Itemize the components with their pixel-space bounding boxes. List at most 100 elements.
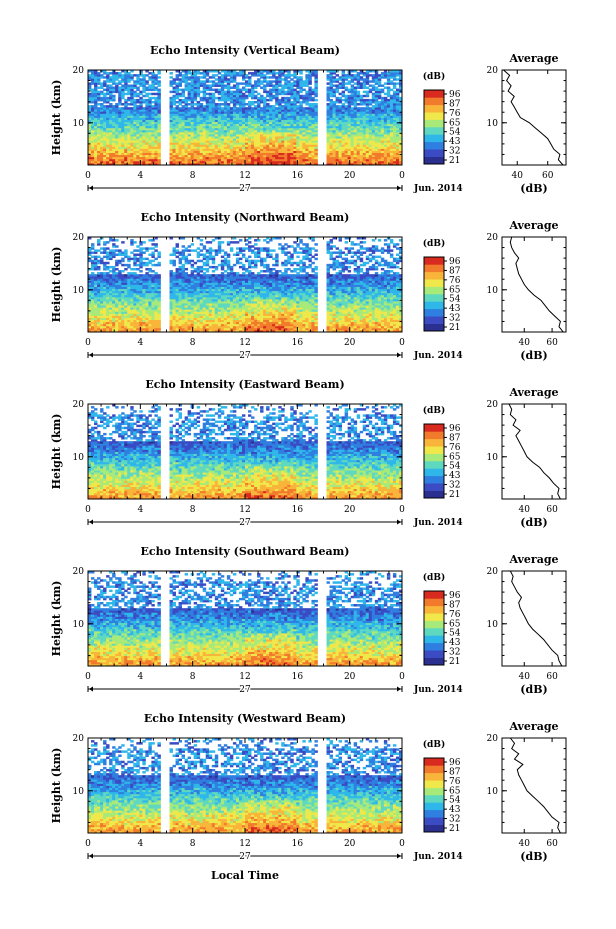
colorbar-swatch [424,461,444,469]
profile-line [508,403,561,500]
y-tick-label: 10 [73,286,85,296]
y-tick-label: 10 [73,620,85,630]
colorbar-tick-label: 76 [449,276,461,286]
y-tick-label: 10 [73,119,85,129]
day-label: 27 [239,852,251,862]
profile-title: Average [508,720,558,733]
x-tick-label: 8 [190,672,196,682]
colorbar-tick-label: 76 [449,777,461,787]
colorbar-swatch [424,308,444,317]
colorbar-swatch [424,271,444,280]
profile-frame [501,403,567,500]
colorbar-tick-label: 87 [449,433,461,443]
profile-y-tick-label: 10 [487,620,499,630]
colorbar-tick-label: 54 [449,629,461,639]
profile-y-tick-label: 10 [487,286,499,296]
colorbar-swatch [424,286,444,295]
x-tick-label: 4 [137,171,143,181]
colorbar-tick-label: 54 [449,128,461,138]
colorbar-tick-label: 43 [449,805,461,815]
colorbar-tick-label: 87 [449,600,461,610]
x-tick-label: 4 [137,839,143,849]
profile-line [509,570,563,667]
x-tick-label: 12 [239,505,250,515]
profile-frame [501,737,567,834]
profile-frame [501,570,567,667]
x-axis-label: Local Time [211,869,279,882]
colorbar-tick-label: 65 [449,619,461,629]
profile-x-label: (dB) [520,349,547,362]
day-label: 27 [239,351,251,361]
panel-title: Echo Intensity (Eastward Beam) [145,378,344,391]
colorbar-swatch [424,257,444,265]
heatmap-cells [88,237,403,333]
x-tick-label: 8 [190,338,196,348]
y-tick-label: 10 [73,787,85,797]
x-tick-label: 20 [344,672,356,682]
colorbar-unit: (dB) [423,71,445,82]
profile-line [509,737,561,834]
profile-x-label: (dB) [520,683,547,696]
x-tick-label: 4 [137,672,143,682]
colorbar-tick-label: 76 [449,610,461,620]
day-bar-arrow-right [397,519,401,525]
day-label: 27 [239,685,251,695]
colorbar-tick-label: 96 [449,758,461,768]
colorbar-tick-label: 32 [449,481,460,491]
colorbar-tick-label: 21 [449,490,460,500]
colorbar-tick-label: 87 [449,266,461,276]
colorbar-frame [423,89,445,165]
y-axis-label: Height (km) [50,414,63,490]
y-axis-label: Height (km) [50,581,63,657]
x-tick-label: 20 [344,839,356,849]
colorbar-swatch [424,605,444,614]
y-tick-label: 20 [73,567,85,577]
heatmap-cells [88,571,403,667]
colorbar-swatch [424,316,444,324]
colorbar-tick-label: 21 [449,323,460,333]
x-tick-label: 16 [292,171,304,181]
profile-frame [501,236,567,333]
x-tick-label: 16 [292,338,304,348]
colorbar-unit: (dB) [423,739,445,750]
x-tick-label: 12 [239,672,250,682]
colorbar-swatch [424,424,444,432]
x-tick-label: 8 [190,171,196,181]
colorbar-swatch [424,657,444,666]
profile-y-tick-label: 10 [487,119,499,129]
colorbar-tick-label: 43 [449,471,461,481]
colorbar-swatch [424,635,444,644]
colorbar-swatch [424,817,444,825]
month-label: Jun. 2014 [413,184,463,194]
x-tick-label: 16 [292,505,304,515]
colorbar-swatch [424,475,444,484]
colorbar-unit: (dB) [423,238,445,249]
colorbar-swatch [424,149,444,157]
heatmap-cells [88,404,403,500]
colorbar-unit: (dB) [423,572,445,583]
day-bar-arrow-left [89,519,93,525]
x-tick-label: 0 [399,505,405,515]
profile-x-tick-label: 40 [519,338,531,348]
y-tick-label: 10 [73,453,85,463]
day-bar-arrow-right [397,853,401,859]
x-tick-label: 0 [85,839,91,849]
colorbar-swatch [424,301,444,310]
day-label: 27 [239,184,251,194]
month-label: Jun. 2014 [413,518,463,528]
profile-y-tick-label: 20 [487,66,499,76]
profile-x-tick-label: 40 [512,171,524,181]
x-tick-label: 0 [85,672,91,682]
day-bar-arrow-right [397,686,401,692]
panel-2: Echo Intensity (Eastward Beam) 10 20 Height… [50,378,567,530]
colorbar-swatch [424,127,444,135]
colorbar-swatch [424,650,444,658]
colorbar-tick-label: 54 [449,796,461,806]
profile-y-tick-label: 20 [487,734,499,744]
profile-title: Average [508,553,558,566]
x-tick-label: 16 [292,839,304,849]
colorbar-swatch [424,628,444,636]
colorbar-tick-label: 96 [449,591,461,601]
profile-x-label: (dB) [520,850,547,863]
colorbar-tick-label: 76 [449,109,461,119]
